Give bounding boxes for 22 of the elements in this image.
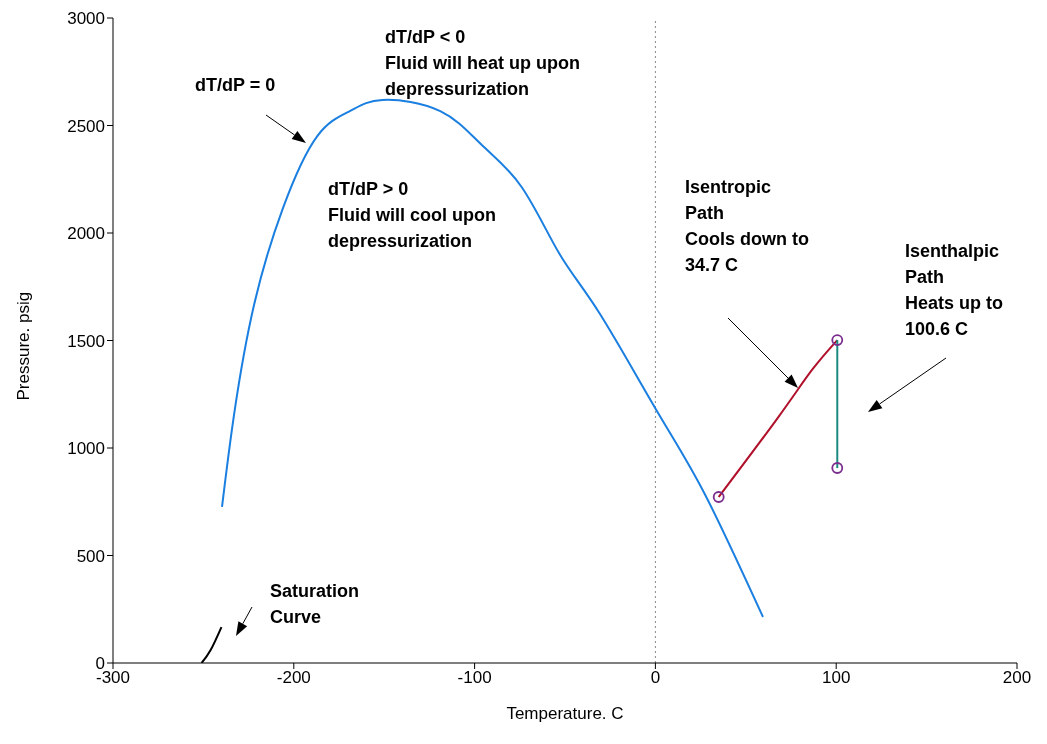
y-tick-label: 2500: [67, 116, 105, 136]
annotation: dT/dP < 0 Fluid will heat up upon depressurization: [385, 26, 580, 101]
x-tick-label: 100: [822, 668, 851, 688]
y-tick-label: 500: [76, 546, 105, 566]
y-tick-label: 1500: [67, 331, 105, 351]
x-tick-label: 200: [1002, 668, 1032, 688]
y-tick-label: 2000: [67, 224, 105, 244]
y-axis-title: Pressure. psig: [14, 291, 34, 401]
x-axis-title: Temperature. C: [506, 704, 624, 723]
annotation: Isenthalpic Path Heats up to 100.6 C: [905, 240, 1004, 341]
x-tick-label: -100: [457, 668, 492, 688]
point: [831, 334, 844, 346]
point: [831, 462, 844, 474]
annotation: dT/dP > 0 Fluid will cool upon depressurization: [328, 178, 496, 253]
x-tick-label: -200: [276, 668, 311, 688]
x-tick-label: 0: [650, 668, 661, 688]
y-tick-label: 1000: [67, 439, 105, 459]
annotation: dT/dP = 0: [195, 74, 276, 97]
annotation: Saturation Curve: [270, 580, 360, 629]
y-tick-label: 3000: [67, 9, 105, 29]
point: [712, 491, 725, 503]
annotation: Isentropic Path Cools down to 34.7 C: [685, 176, 809, 277]
